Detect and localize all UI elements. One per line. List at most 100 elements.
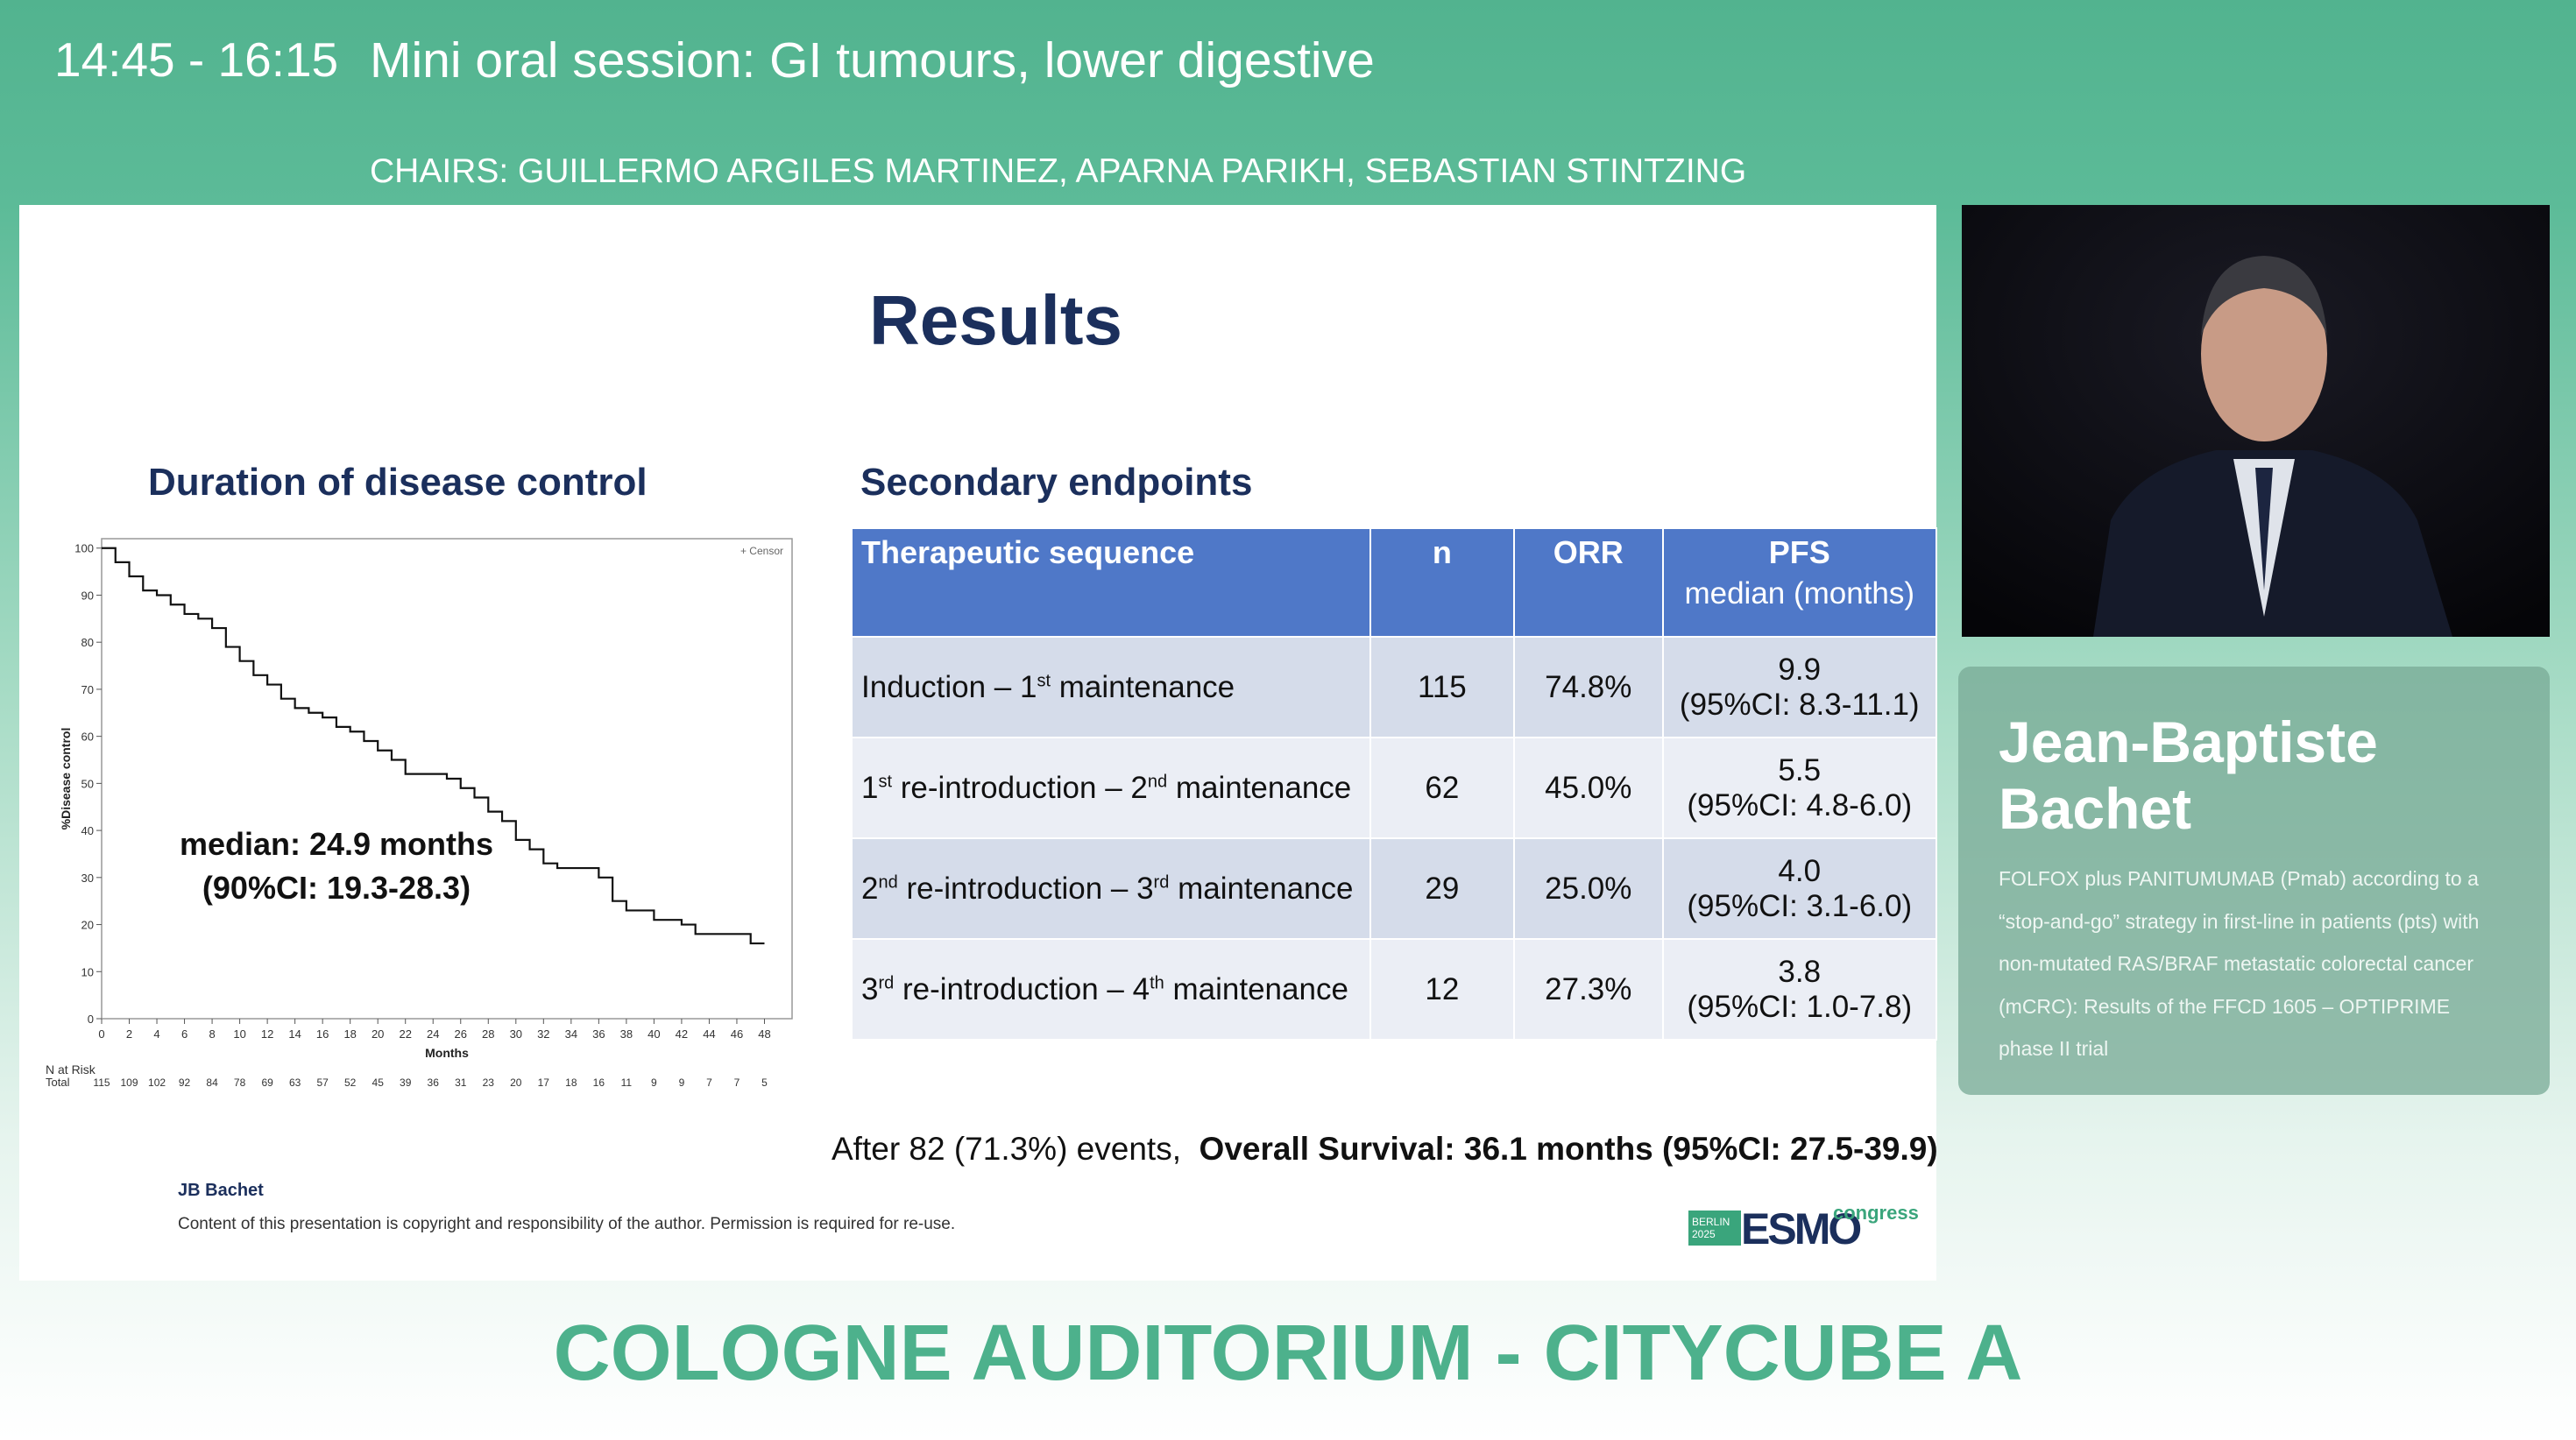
description-line: “stop-and-go” strategy in first-line in … xyxy=(1999,909,2480,933)
superscript: rd xyxy=(1153,872,1170,892)
pfs-text: (95%CI: 1.0-7.8) xyxy=(1687,989,1913,1024)
sequence-text: 1 xyxy=(861,770,879,805)
header-cell: n xyxy=(1369,527,1516,638)
median-text: (90%CI: 19.3-28.3) xyxy=(202,870,471,906)
x-tick-label: 26 xyxy=(455,1027,467,1041)
pfs-text: 4.0 xyxy=(1778,853,1822,888)
x-tick-label: 44 xyxy=(703,1027,715,1041)
pfs-cell: 5.5 (95%CI: 4.8-6.0) xyxy=(1661,737,1938,839)
superscript: th xyxy=(1150,972,1164,992)
author: JB Bachet xyxy=(178,1181,264,1200)
x-tick-label: 16 xyxy=(316,1027,329,1041)
sequence-cell: 2nd re-introduction – 3rd maintenance xyxy=(851,837,1371,940)
x-tick-label: 12 xyxy=(261,1027,273,1041)
header-cell: Therapeutic sequence xyxy=(851,527,1371,638)
risk-count: 52 xyxy=(344,1076,357,1089)
sequence-text: maintenance xyxy=(1169,871,1354,906)
sequence-text: 3 xyxy=(861,971,879,1006)
orr-cell: 74.8% xyxy=(1513,636,1664,738)
risk-count: 31 xyxy=(455,1076,467,1089)
table-row: 2nd re-introduction – 3rd maintenance 29 2… xyxy=(851,837,1938,940)
header-cell: ORR xyxy=(1513,527,1664,638)
sequence-text: maintenance xyxy=(1164,971,1348,1006)
session-title: Mini oral session: GI tumours, lower dig… xyxy=(370,32,1375,88)
speaker-last: Bachet xyxy=(1999,776,2192,841)
slide-title: Results xyxy=(869,281,1122,359)
risk-count: 78 xyxy=(234,1076,246,1089)
x-tick-label: 14 xyxy=(288,1027,301,1041)
y-tick-label: 100 xyxy=(74,542,94,555)
pfs-text: (95%CI: 8.3-11.1) xyxy=(1679,687,1920,722)
speaker-hair xyxy=(2201,256,2327,336)
y-tick-label: 90 xyxy=(81,589,94,602)
header-text: n xyxy=(1432,534,1452,570)
chairs: CHAIRS: GUILLERMO ARGILES MARTINEZ, APAR… xyxy=(370,152,1747,190)
sequence-text: re-introduction – 2 xyxy=(892,770,1148,805)
risk-count: 57 xyxy=(316,1076,329,1089)
table-title: Secondary endpoints xyxy=(860,461,1253,504)
x-tick-label: 46 xyxy=(731,1027,743,1041)
sequence-text: 2 xyxy=(861,871,879,906)
y-tick-label: 30 xyxy=(81,872,94,885)
sequence-text: re-introduction – 4 xyxy=(894,971,1150,1006)
x-tick-label: 4 xyxy=(153,1027,159,1041)
n-cell: 12 xyxy=(1369,938,1516,1041)
pfs-cell: 3.8 (95%CI: 1.0-7.8) xyxy=(1661,938,1938,1041)
risk-count: 102 xyxy=(148,1076,166,1089)
risk-count: 9 xyxy=(679,1076,685,1089)
risk-title: N at Risk xyxy=(46,1062,96,1076)
risk-count: 84 xyxy=(206,1076,218,1089)
x-tick-label: 18 xyxy=(343,1027,356,1041)
risk-count: 7 xyxy=(734,1076,740,1089)
description-line: phase II trial xyxy=(1999,1037,2109,1060)
superscript: rd xyxy=(878,972,895,992)
y-tick-label: 70 xyxy=(81,683,94,696)
table-row: 3rd re-introduction – 4th maintenance 12 2… xyxy=(851,938,1938,1041)
risk-count: 17 xyxy=(538,1076,550,1089)
pfs-cell: 9.9 (95%CI: 8.3-11.1) xyxy=(1661,636,1938,738)
header-cell: PFS median (months) xyxy=(1661,527,1938,638)
logo-year: 2025 xyxy=(1692,1228,1716,1240)
n-cell: 62 xyxy=(1369,737,1516,839)
logo-name: ESMO xyxy=(1741,1204,1862,1253)
logo-city: BERLIN xyxy=(1692,1216,1730,1228)
km-curve xyxy=(102,547,765,945)
table-row: 1st re-introduction – 2nd maintenance 62 4… xyxy=(851,737,1938,839)
x-tick-label: 10 xyxy=(233,1027,245,1041)
description-line: non-mutated RAS/BRAF metastatic colorect… xyxy=(1999,952,2474,975)
risk-count: 45 xyxy=(372,1076,385,1089)
pfs-cell: 4.0 (95%CI: 3.1-6.0) xyxy=(1661,837,1938,940)
n-cell: 29 xyxy=(1369,837,1516,940)
pfs-text: 3.8 xyxy=(1778,954,1822,989)
y-tick-label: 60 xyxy=(81,731,94,744)
pfs-text: (95%CI: 4.8-6.0) xyxy=(1687,787,1913,822)
endpoints-table: Therapeutic sequence n ORR PFS median (month… xyxy=(851,527,1938,1041)
speaker-head xyxy=(2201,266,2327,441)
sequence-text: re-introduction – 3 xyxy=(897,871,1154,906)
y-tick-label: 20 xyxy=(81,919,94,932)
x-tick-label: 48 xyxy=(758,1027,770,1041)
risk-count: 18 xyxy=(565,1076,577,1089)
speaker-video xyxy=(1962,205,2550,637)
risk-count: 69 xyxy=(261,1076,273,1089)
os-lead: After 82 (71.3%) events, xyxy=(832,1131,1181,1167)
table-row: Induction – 1st maintenance 115 74.8% 9.9 (9… xyxy=(851,636,1938,738)
sequence-text: Induction – 1 xyxy=(861,669,1037,704)
y-tick-label: 10 xyxy=(81,965,94,978)
x-tick-label: 42 xyxy=(676,1027,688,1041)
sequence-cell: Induction – 1st maintenance xyxy=(851,636,1371,738)
speaker-card: Jean-Baptiste Bachet FOLFOX plus PANITUMU… xyxy=(1958,667,2550,1095)
header-text: Therapeutic sequence xyxy=(861,534,1195,570)
risk-count: 36 xyxy=(428,1076,440,1089)
pfs-text: 9.9 xyxy=(1778,652,1822,687)
risk-count: 5 xyxy=(761,1076,768,1089)
os-result: Overall Survival: 36.1 months (95%CI: 27… xyxy=(1199,1131,1938,1167)
header-text: PFS xyxy=(1768,534,1830,570)
risk-count: 109 xyxy=(121,1076,138,1089)
risk-count: 11 xyxy=(621,1076,633,1089)
header-row: Therapeutic sequence n ORR PFS median (month… xyxy=(851,527,1938,638)
copyright: Content of this presentation is copyrigh… xyxy=(178,1215,956,1233)
risk-count: 16 xyxy=(593,1076,605,1089)
speaker-name: Jean-Baptiste Bachet xyxy=(1999,709,2378,842)
